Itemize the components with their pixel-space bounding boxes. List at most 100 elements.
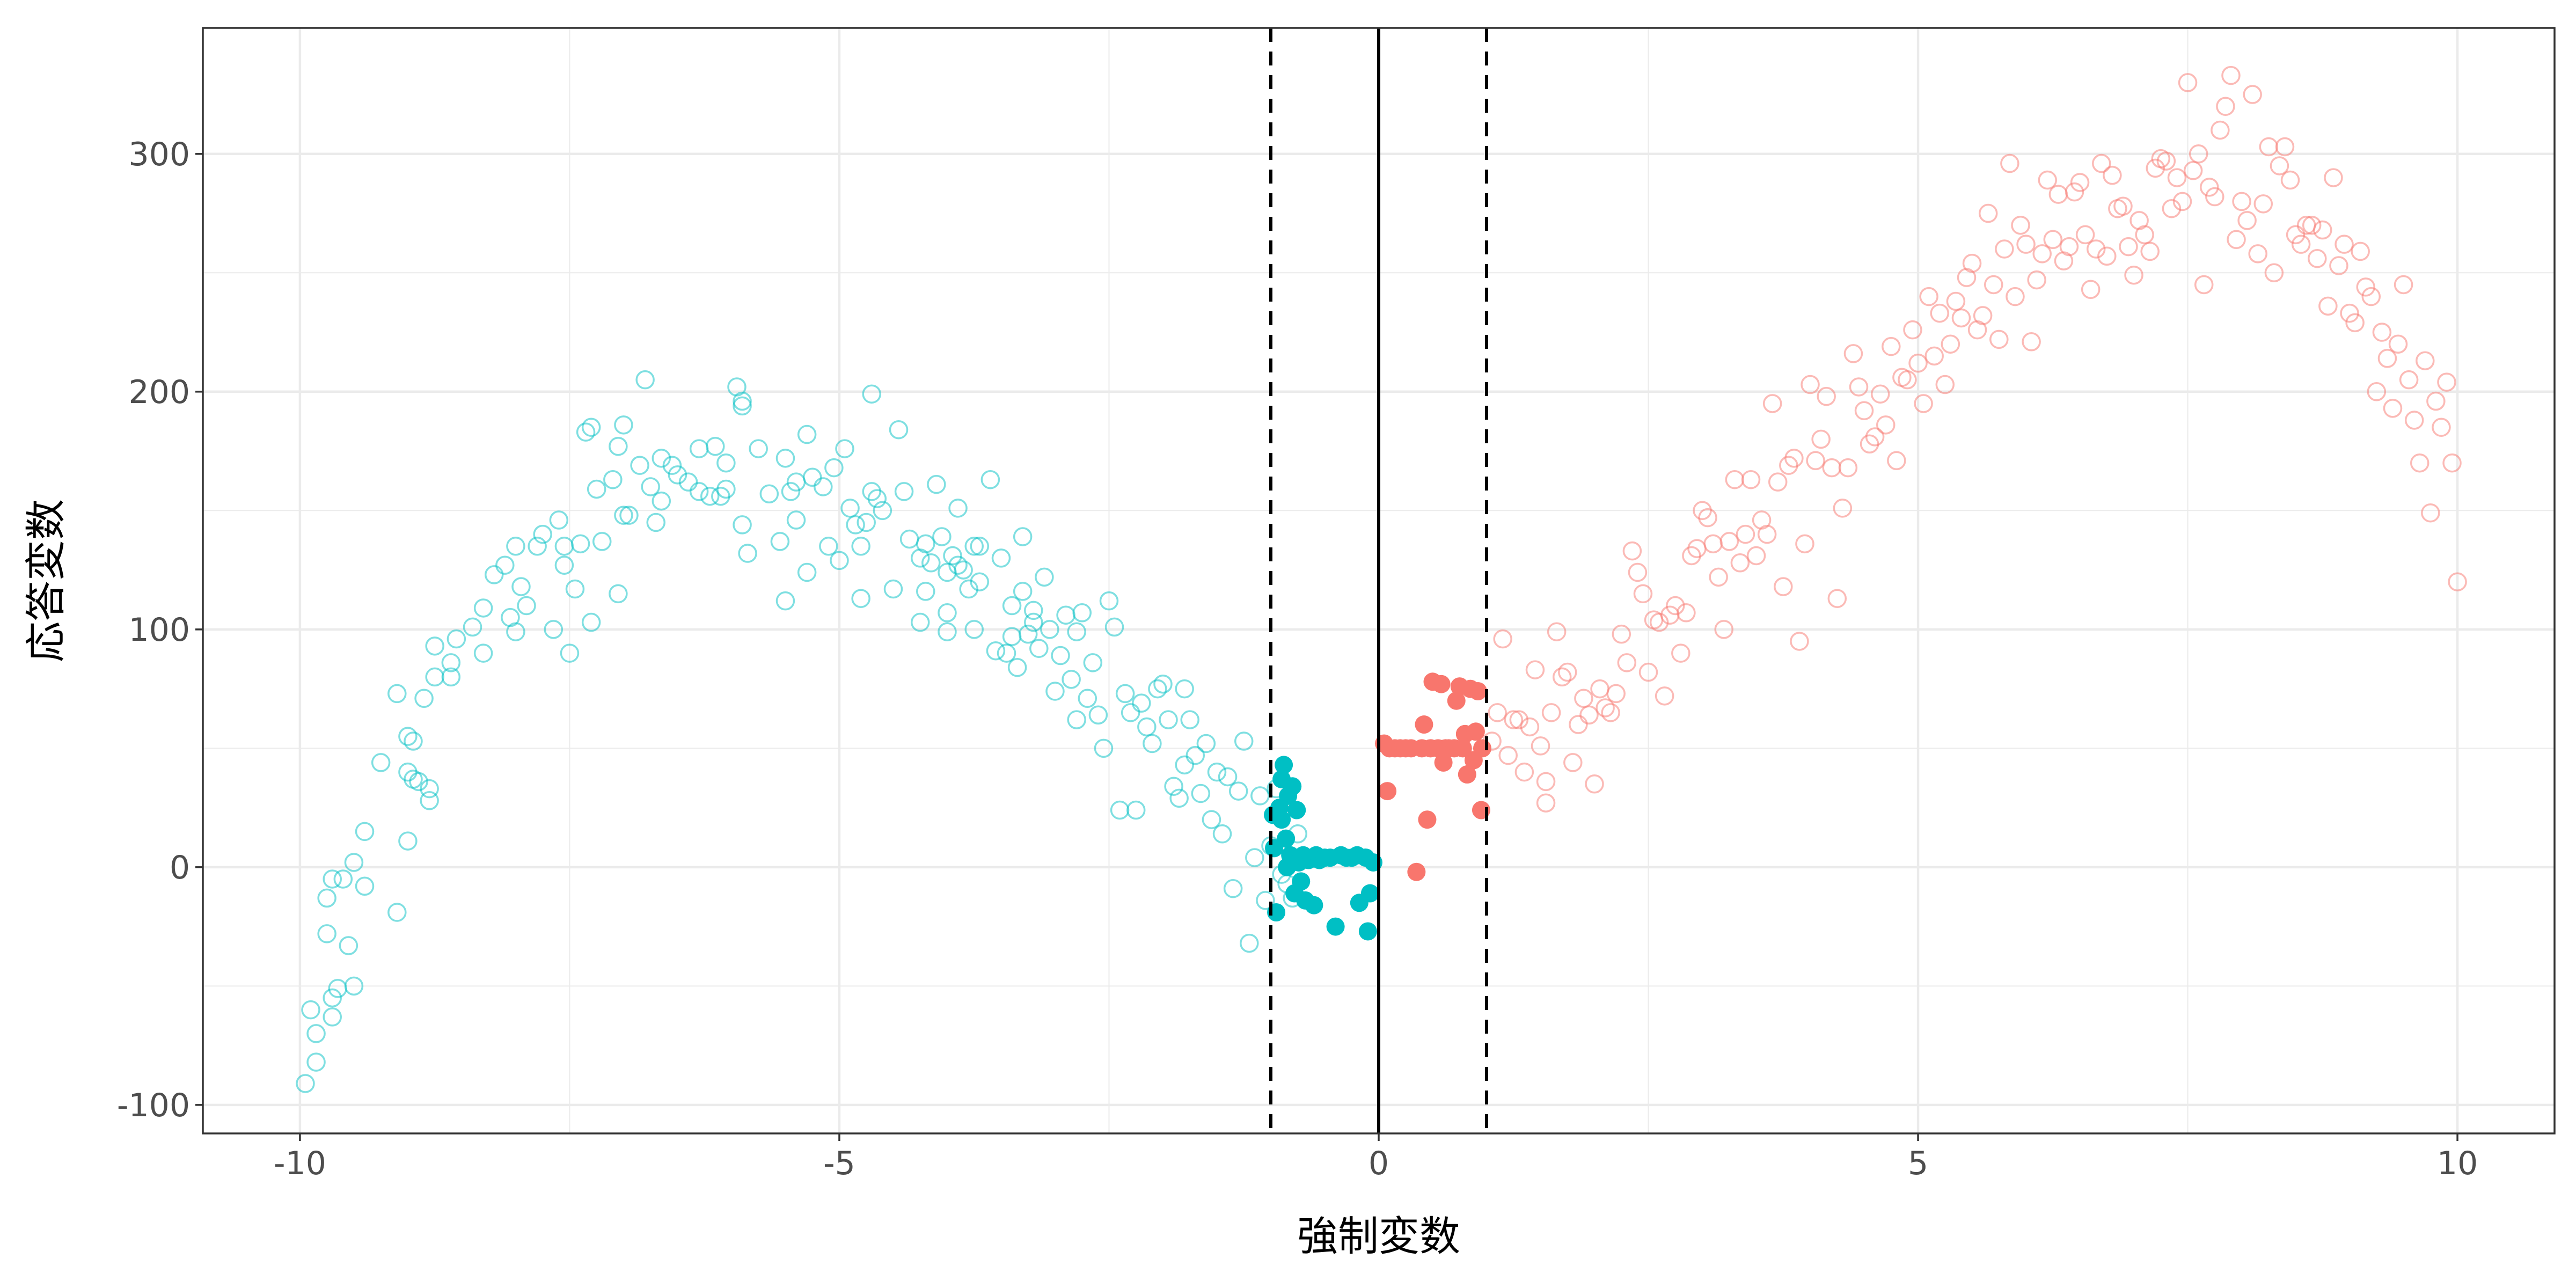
open-data-point (1622, 541, 1642, 561)
open-data-point (1482, 731, 1502, 751)
open-data-point (1677, 603, 1696, 623)
open-data-point (603, 470, 623, 489)
open-data-point (2448, 572, 2467, 591)
y-tick-label: -100 (117, 1087, 190, 1124)
open-data-point (2372, 323, 2392, 342)
open-data-point (797, 425, 817, 444)
x-tick-label: -10 (274, 1145, 326, 1182)
open-data-point (819, 537, 838, 556)
filled-point-group (1375, 672, 1491, 881)
open-data-point (846, 515, 865, 535)
open-data-point (387, 903, 407, 922)
open-data-point (932, 527, 952, 546)
open-data-point (344, 976, 364, 996)
open-data-point (2081, 280, 2101, 299)
open-data-point (1547, 622, 1567, 641)
open-data-point (1223, 879, 1243, 898)
open-data-point (2324, 168, 2343, 187)
open-data-point (1919, 287, 1938, 306)
open-data-point (1013, 527, 1033, 546)
open-data-point (1563, 753, 1583, 772)
open-data-point (889, 420, 909, 440)
open-data-point (339, 936, 358, 955)
open-data-point (1585, 774, 1604, 794)
open-data-point (1525, 660, 1545, 679)
open-data-point (2308, 248, 2327, 268)
open-data-point (980, 470, 1000, 489)
y-axis-ticks: -100 0 100 200 300 (117, 136, 203, 1124)
open-data-point (689, 482, 709, 501)
open-data-point (1730, 553, 1750, 573)
open-data-point (2059, 237, 2079, 257)
open-data-point (2291, 235, 2311, 254)
open-data-point (2426, 391, 2446, 411)
open-data-point (1143, 734, 1162, 753)
open-data-point (1234, 731, 1254, 751)
open-data-point (2065, 182, 2084, 202)
open-data-point (1784, 449, 1804, 468)
open-data-point (1504, 710, 1524, 729)
open-data-point (1666, 596, 1685, 616)
open-data-point (1984, 275, 2003, 295)
open-data-point (420, 779, 439, 799)
open-data-point (1256, 891, 1275, 910)
open-data-point (835, 439, 854, 458)
open-data-point (1930, 303, 1949, 323)
y-tick-label: 100 (128, 611, 190, 649)
x-axis-title: 強制変数 (1297, 1212, 1460, 1260)
open-data-point (495, 555, 515, 575)
open-data-point (1801, 375, 1820, 394)
open-data-point (921, 553, 941, 573)
open-data-point (1795, 534, 1814, 554)
open-data-point (943, 546, 962, 566)
open-data-point (2399, 370, 2419, 390)
open-data-point (959, 579, 978, 599)
data-points (296, 65, 2467, 1093)
open-data-point (2022, 332, 2041, 352)
open-data-point (609, 436, 628, 456)
open-data-point (970, 537, 990, 556)
filled-data-point (1434, 753, 1453, 772)
open-data-point (1153, 674, 1173, 694)
filled-data-point (1272, 810, 1291, 829)
open-data-point (1072, 603, 1092, 623)
open-data-point (662, 456, 682, 475)
open-data-point (770, 532, 790, 551)
open-data-point (1175, 679, 1194, 699)
open-data-point (1228, 781, 1248, 801)
open-data-point (2140, 241, 2160, 261)
open-data-point (1013, 582, 1033, 601)
open-data-point (1817, 386, 1836, 406)
open-data-point (560, 643, 580, 663)
open-data-point (1078, 689, 1097, 708)
open-data-point (678, 472, 698, 492)
open-data-point (1790, 632, 1809, 651)
open-data-point (2270, 156, 2289, 175)
open-data-point (1488, 703, 1507, 722)
open-data-point (733, 515, 752, 535)
open-data-point (2075, 225, 2095, 245)
filled-data-point (1326, 917, 1345, 936)
open-data-point (814, 477, 833, 496)
open-data-point (1714, 620, 1733, 639)
open-data-point (1520, 717, 1540, 737)
open-data-point (2286, 225, 2306, 245)
open-data-point (1882, 336, 1901, 356)
open-data-point (420, 791, 439, 810)
open-data-point (576, 422, 596, 442)
open-data-point (1202, 810, 1221, 829)
filled-data-point (1358, 922, 1377, 941)
open-data-point (2432, 418, 2451, 437)
filled-point-group (1264, 756, 1382, 941)
open-data-point (2200, 178, 2219, 197)
open-data-point (1137, 717, 1157, 737)
open-data-point (528, 537, 547, 556)
open-data-point (857, 513, 876, 532)
open-data-point (614, 506, 633, 525)
filled-data-point (1360, 884, 1379, 903)
open-data-point (1811, 429, 1831, 449)
open-data-point (2416, 351, 2435, 370)
open-data-point (873, 501, 892, 521)
open-data-point (2103, 165, 2122, 185)
